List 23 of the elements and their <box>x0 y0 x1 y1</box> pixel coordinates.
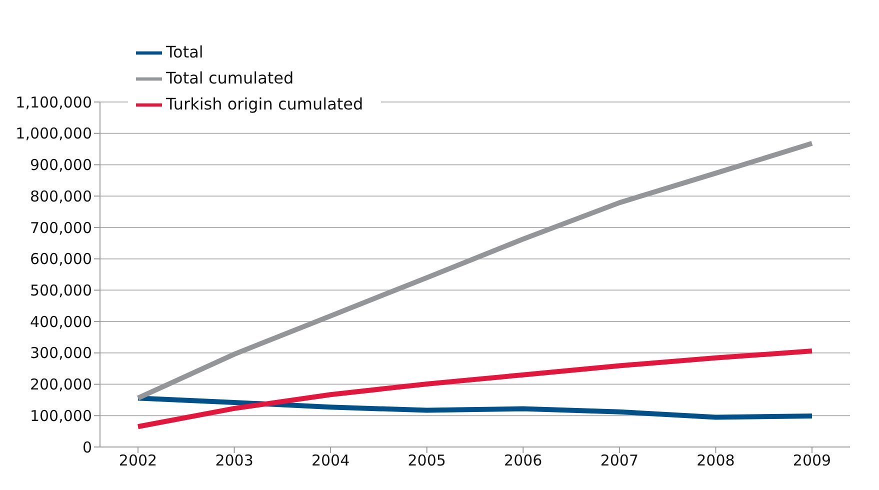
y-tick-label: 1,100,000 <box>16 93 92 112</box>
y-tick-label: 100,000 <box>30 406 92 425</box>
x-tick-label: 2002 <box>118 452 158 470</box>
x-tick-label: 2009 <box>792 452 832 470</box>
x-tick-label: 2005 <box>408 452 446 470</box>
y-tick-label: 1,000,000 <box>16 124 92 143</box>
y-tick-label: 700,000 <box>30 218 92 237</box>
x-tick-label: 2008 <box>696 452 735 470</box>
y-tick-label: 200,000 <box>30 376 92 394</box>
x-tick-label: 2004 <box>311 452 350 470</box>
y-tick-label: 600,000 <box>30 250 92 268</box>
y-tick-label: 800,000 <box>30 187 92 206</box>
x-tick-label: 2007 <box>600 452 639 470</box>
legend-label: Total cumulated <box>166 68 294 88</box>
y-tick-label: 0 <box>82 438 92 456</box>
legend-label: Turkish origin cumulated <box>166 94 364 114</box>
x-tick-label: 2006 <box>504 452 542 470</box>
y-tick-label: 400,000 <box>30 312 92 331</box>
legend-label: Total <box>166 42 204 62</box>
y-tick-label: 300,000 <box>30 344 92 362</box>
y-tick-label: 900,000 <box>30 156 92 174</box>
x-tick-label: 2003 <box>215 452 254 470</box>
y-tick-label: 500,000 <box>30 282 92 300</box>
